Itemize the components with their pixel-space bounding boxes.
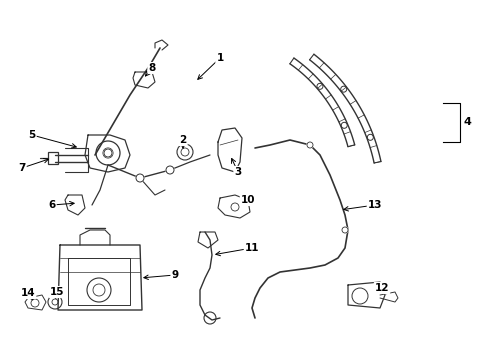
Text: 1: 1 <box>216 53 223 63</box>
Text: 13: 13 <box>367 200 382 210</box>
Circle shape <box>165 166 174 174</box>
Text: 4: 4 <box>462 117 470 127</box>
Circle shape <box>104 149 112 157</box>
Text: 2: 2 <box>179 135 186 145</box>
Bar <box>48 152 58 164</box>
Text: 3: 3 <box>234 167 241 177</box>
Text: 9: 9 <box>171 270 178 280</box>
Text: 6: 6 <box>48 200 56 210</box>
Text: 7: 7 <box>18 163 26 173</box>
Circle shape <box>136 174 143 182</box>
Text: 5: 5 <box>28 130 36 140</box>
Text: 8: 8 <box>148 63 155 73</box>
Circle shape <box>306 142 312 148</box>
Circle shape <box>341 227 347 233</box>
Text: 10: 10 <box>240 195 255 205</box>
Text: 14: 14 <box>20 288 35 298</box>
Text: 15: 15 <box>50 287 64 297</box>
Text: 12: 12 <box>374 283 388 293</box>
Text: 11: 11 <box>244 243 259 253</box>
